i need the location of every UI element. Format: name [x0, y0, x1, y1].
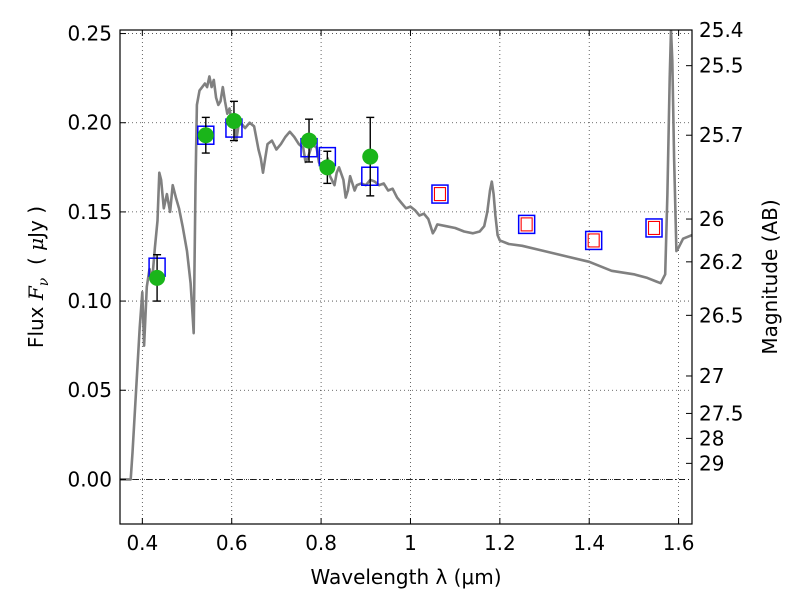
y2-tick-label: 28 [699, 426, 724, 450]
y2-tick-label: 25.4 [699, 18, 744, 42]
x-tick-label: 1.6 [663, 531, 695, 555]
synthetic-nir-inner-marker [647, 220, 661, 236]
y2-tick-label: 26 [699, 207, 724, 231]
y2-axis-label: Magnitude (AB) [758, 199, 782, 354]
synthetic-nir-marker [517, 214, 536, 235]
observed-point [301, 132, 318, 149]
y2-tick-label: 25.5 [699, 54, 744, 78]
y-tick-label: 0.00 [67, 467, 112, 491]
observed-point [319, 159, 336, 176]
x-tick-label: 0.4 [126, 531, 158, 555]
y-tick-label: 0.15 [67, 200, 112, 224]
synthetic-nir-inner-marker [587, 233, 600, 248]
observed-point [225, 112, 242, 129]
grid [120, 30, 692, 524]
synthetic-nir-marker [584, 230, 603, 251]
y2-tick-label: 27 [699, 364, 724, 388]
x-tick-label: 0.6 [216, 531, 248, 555]
observed-point [362, 148, 379, 165]
synthetic-nir-marker [645, 218, 663, 238]
y-axis-label: Flux Fν ( μJy ) [24, 206, 52, 348]
y2-tick-label: 26.5 [699, 303, 744, 327]
y2-tick-label: 25.7 [699, 123, 744, 147]
x-tick-label: 0.8 [305, 531, 337, 555]
ticks: 0.4 0.6 0.8 1 1.2 1.4 1.6 0.00 0.05 0.10 0.15 0.20 0… [67, 18, 743, 555]
y2-tick-label: 26.2 [699, 250, 744, 274]
x-axis-label: Wavelength λ (μm) [310, 565, 501, 589]
synthetic-nir-inner-marker [433, 187, 447, 202]
y-tick-label: 0.10 [67, 289, 112, 313]
synthetic-nir-inner-marker [520, 217, 533, 232]
y2-tick-label: 27.5 [699, 401, 744, 425]
observed-point [197, 127, 214, 144]
data-layer [120, 30, 692, 481]
x-tick-label: 1 [404, 531, 417, 555]
y-tick-label: 0.25 [67, 22, 112, 46]
y-tick-label: 0.05 [67, 378, 112, 402]
plot-background [120, 30, 692, 524]
synthetic-nir-marker [431, 184, 449, 204]
observed-point [149, 269, 166, 286]
x-tick-label: 1.4 [573, 531, 605, 555]
y2-tick-label: 29 [699, 451, 724, 475]
plot-frame [119, 29, 693, 525]
y-tick-label: 0.20 [67, 111, 112, 135]
x-tick-label: 1.2 [484, 531, 516, 555]
